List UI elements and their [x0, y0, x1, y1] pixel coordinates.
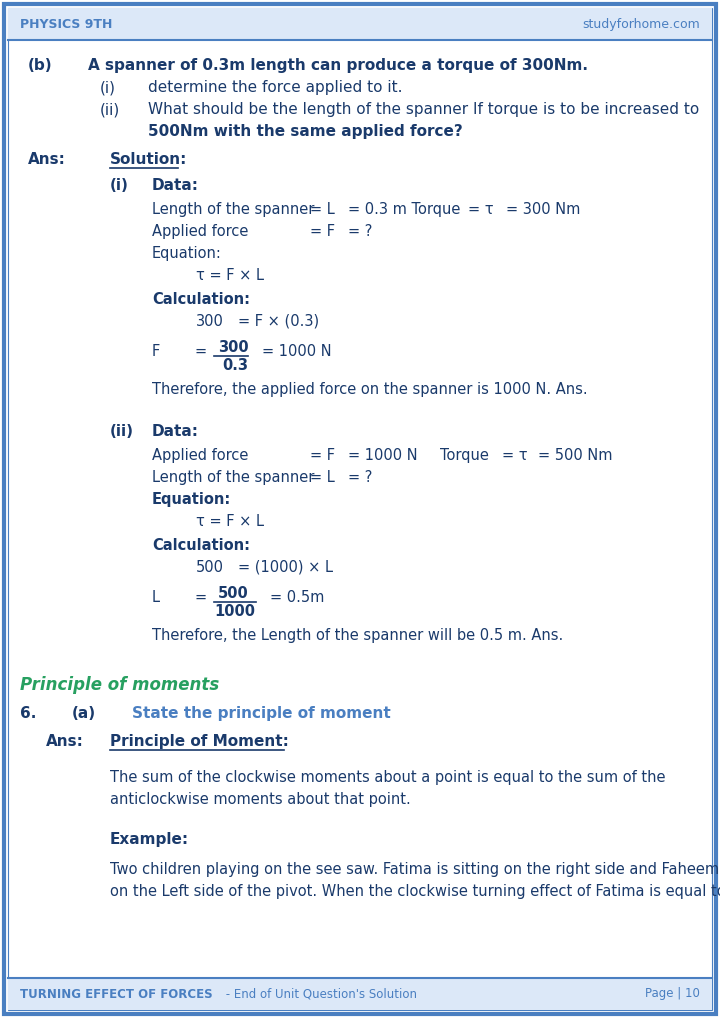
Text: = ?: = ?: [348, 470, 372, 485]
Text: 500: 500: [196, 560, 224, 575]
Text: = ?: = ?: [348, 224, 372, 239]
Text: Applied force: Applied force: [152, 448, 248, 463]
Text: Two children playing on the see saw. Fatima is sitting on the right side and Fah: Two children playing on the see saw. Fat…: [110, 862, 719, 876]
Text: F: F: [152, 343, 161, 358]
Text: Equation:: Equation:: [152, 246, 222, 261]
Text: PHYSICS 9TH: PHYSICS 9TH: [20, 17, 112, 31]
Text: anticlockwise moments about that point.: anticlockwise moments about that point.: [110, 792, 410, 807]
Text: studyforhome.com: studyforhome.com: [402, 613, 577, 708]
Text: Therefore, the Length of the spanner will be 0.5 m. Ans.: Therefore, the Length of the spanner wil…: [152, 628, 563, 643]
Text: Principle of Moment:: Principle of Moment:: [110, 734, 289, 749]
Text: Data:: Data:: [152, 425, 199, 439]
Text: 500: 500: [218, 586, 248, 601]
Text: Solution:: Solution:: [110, 152, 187, 167]
Text: Ans:: Ans:: [46, 734, 84, 749]
Text: (ii): (ii): [100, 102, 120, 117]
Text: Page | 10: Page | 10: [645, 987, 700, 1001]
Text: The sum of the clockwise moments about a point is equal to the sum of the: The sum of the clockwise moments about a…: [110, 770, 665, 785]
Text: Data:: Data:: [152, 178, 199, 193]
Text: = L: = L: [310, 470, 335, 485]
Text: 300: 300: [218, 340, 248, 355]
Text: studyforhome.com: studyforhome.com: [210, 394, 571, 586]
Text: State the principle of moment: State the principle of moment: [132, 706, 391, 721]
Text: =: =: [194, 343, 206, 358]
Text: (ii): (ii): [110, 425, 134, 439]
Text: studyforhome.com: studyforhome.com: [582, 17, 700, 31]
Text: τ = F × L: τ = F × L: [196, 268, 264, 283]
Text: on the Left side of the pivot. When the clockwise turning effect of Fatima is eq: on the Left side of the pivot. When the …: [110, 884, 720, 899]
Text: = 0.5m: = 0.5m: [270, 589, 325, 605]
Text: Length of the spanner: Length of the spanner: [152, 470, 315, 485]
Text: 500Nm with the same applied force?: 500Nm with the same applied force?: [148, 124, 463, 139]
Text: (i): (i): [110, 178, 129, 193]
Text: A spanner of 0.3m length can produce a torque of 300Nm.: A spanner of 0.3m length can produce a t…: [88, 58, 588, 73]
Text: = 0.3 m Torque: = 0.3 m Torque: [348, 202, 460, 217]
Text: = 1000 N: = 1000 N: [262, 343, 332, 358]
Text: Ans:: Ans:: [28, 152, 66, 167]
Text: - End of Unit Question's Solution: - End of Unit Question's Solution: [222, 987, 417, 1001]
Text: = 1000 N: = 1000 N: [348, 448, 418, 463]
Text: Length of the spanner: Length of the spanner: [152, 202, 315, 217]
Text: Therefore, the applied force on the spanner is 1000 N. Ans.: Therefore, the applied force on the span…: [152, 382, 588, 397]
Text: TURNING EFFECT OF FORCES: TURNING EFFECT OF FORCES: [20, 987, 212, 1001]
Text: = τ: = τ: [502, 448, 528, 463]
Text: 6.: 6.: [20, 706, 37, 721]
Text: L: L: [152, 589, 160, 605]
Text: determine the force applied to it.: determine the force applied to it.: [148, 80, 402, 95]
Text: = 300 Nm: = 300 Nm: [506, 202, 580, 217]
Text: Calculation:: Calculation:: [152, 292, 250, 307]
Text: Equation:: Equation:: [152, 492, 231, 507]
Text: = F: = F: [310, 448, 335, 463]
Text: Example:: Example:: [110, 832, 189, 847]
Text: = L: = L: [310, 202, 335, 217]
Text: (i): (i): [100, 80, 116, 95]
Text: 1000: 1000: [214, 604, 255, 619]
Text: = (1000) × L: = (1000) × L: [238, 560, 333, 575]
Text: =: =: [194, 589, 206, 605]
Bar: [8, 8, 712, 40]
Text: Principle of moments: Principle of moments: [20, 676, 220, 694]
Text: = 500 Nm: = 500 Nm: [538, 448, 613, 463]
Bar: [8, 978, 712, 1010]
Text: What should be the length of the spanner If torque is to be increased to: What should be the length of the spanner…: [148, 102, 699, 117]
Text: Torque: Torque: [440, 448, 489, 463]
Text: (a): (a): [72, 706, 96, 721]
Text: Applied force: Applied force: [152, 224, 248, 239]
Text: = τ: = τ: [468, 202, 494, 217]
Text: = F: = F: [310, 224, 335, 239]
Text: 0.3: 0.3: [222, 358, 248, 373]
Text: τ = F × L: τ = F × L: [196, 514, 264, 529]
Text: Calculation:: Calculation:: [152, 538, 250, 553]
Text: (b): (b): [28, 58, 53, 73]
Text: 300: 300: [196, 314, 224, 329]
Text: = F × (0.3): = F × (0.3): [238, 314, 319, 329]
